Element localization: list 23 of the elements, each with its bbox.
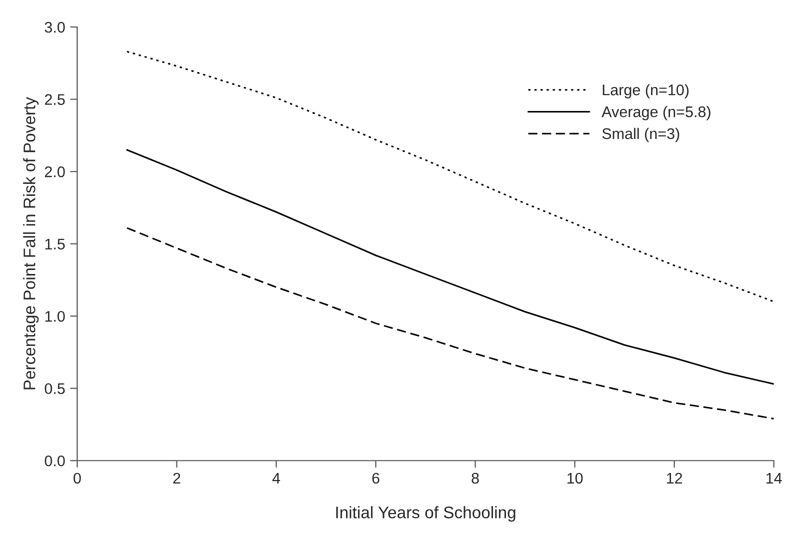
x-tick-label: 0 bbox=[74, 472, 81, 484]
x-tick-label: 6 bbox=[372, 472, 380, 484]
x-tick-label: 4 bbox=[272, 472, 280, 484]
y-tick-label: 2.0 bbox=[44, 166, 65, 178]
legend-label: Small (n=3) bbox=[602, 128, 680, 142]
x-tick-label: 10 bbox=[567, 472, 583, 484]
x-tick-label: 2 bbox=[173, 472, 180, 484]
x-tick-label: 12 bbox=[666, 472, 682, 484]
line-series bbox=[126, 149, 774, 385]
legend-label: Large (n=10) bbox=[602, 84, 689, 98]
x-tick-label: 8 bbox=[472, 472, 479, 484]
y-axis-title: Percentage Point Fall in Risk of Poverty bbox=[23, 97, 39, 390]
y-tick-label: 3.0 bbox=[44, 22, 65, 33]
y-tick-label: 1.5 bbox=[45, 238, 65, 250]
y-tick-label: 1.0 bbox=[45, 310, 65, 322]
x-tick-label: 14 bbox=[766, 472, 782, 484]
legend-label: Average (n=5.8) bbox=[602, 106, 710, 120]
x-axis-title: Initial Years of Schooling bbox=[336, 506, 516, 522]
y-tick-label: 0.5 bbox=[44, 383, 65, 394]
line-series bbox=[126, 227, 774, 420]
y-tick-label: 0.0 bbox=[44, 455, 65, 466]
line-series bbox=[126, 50, 774, 302]
y-tick-label: 2.5 bbox=[44, 94, 65, 105]
